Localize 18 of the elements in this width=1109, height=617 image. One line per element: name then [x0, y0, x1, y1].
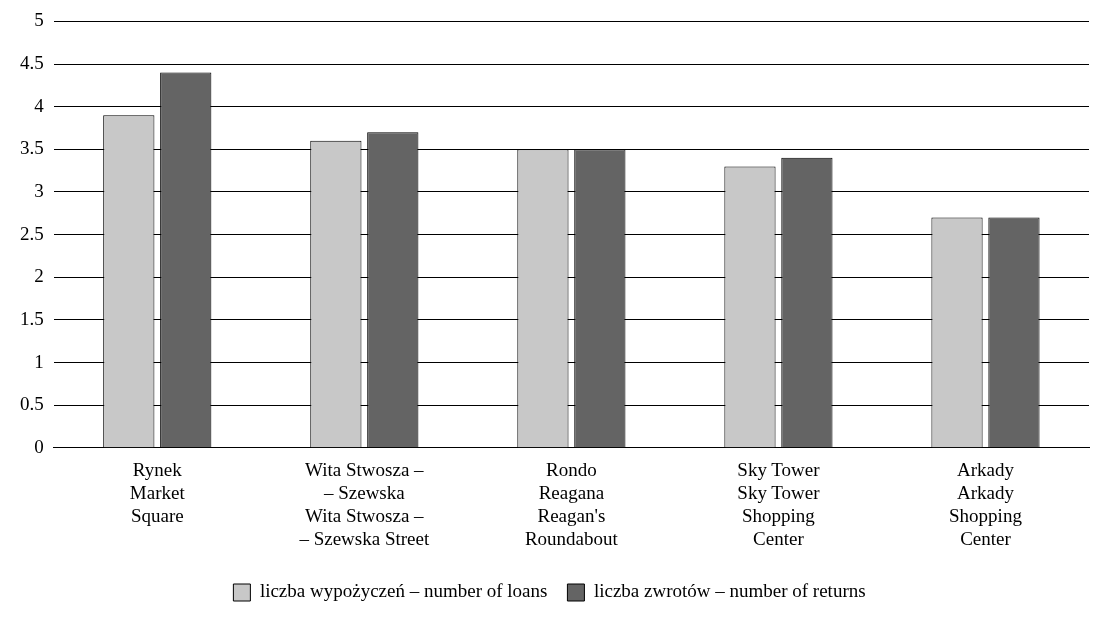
legend-label: liczba zwrotów – number of returns — [593, 580, 866, 602]
y-tick-label: 0.5 — [20, 393, 44, 415]
y-tick-label: 3.5 — [20, 137, 44, 159]
x-tick-label: Rondo Reagana Reagan's Roundabout — [524, 459, 619, 549]
x-tick-label: Sky Tower Sky Tower Shopping Center — [737, 459, 821, 549]
y-tick-label: 5 — [34, 9, 44, 31]
x-tick-label: Rynek Market Square — [129, 459, 186, 526]
legend-label: liczba wypożyczeń – number of loans — [259, 580, 548, 602]
y-tick-label: 2.5 — [20, 222, 44, 244]
y-tick-label: 1 — [34, 350, 44, 372]
x-tick-label: Arkady Arkady Shopping Center — [949, 459, 1023, 549]
y-tick-label: 4 — [34, 94, 45, 116]
y-tick-label: 1.5 — [20, 307, 44, 329]
y-tick-label: 3 — [34, 179, 44, 201]
x-tick-label: Wita Stwosza – – Szewska Wita Stwosza – – Szewska Street — [298, 459, 430, 549]
y-tick-label: 2 — [34, 265, 44, 287]
y-tick-label: 4.5 — [20, 52, 44, 74]
y-tick-label: 0 — [34, 435, 44, 457]
